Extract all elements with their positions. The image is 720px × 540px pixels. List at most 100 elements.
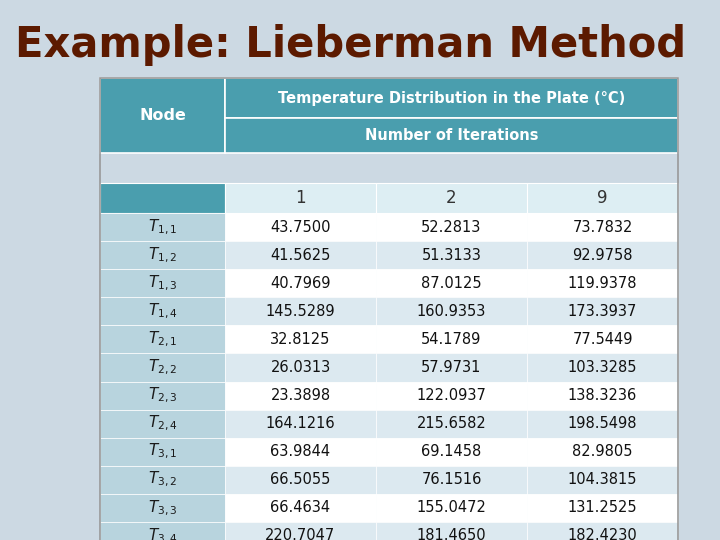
Bar: [0, 157, 720, 162]
Bar: [0, 308, 720, 313]
Bar: [0, 221, 720, 227]
Bar: [0, 38, 720, 43]
Bar: [225, 353, 376, 381]
Bar: [0, 76, 720, 81]
Text: 82.9805: 82.9805: [572, 444, 633, 459]
Bar: [100, 213, 225, 241]
Bar: [0, 243, 720, 248]
Bar: [0, 383, 720, 389]
Bar: [0, 448, 720, 454]
Bar: [527, 409, 678, 437]
Text: 92.9758: 92.9758: [572, 248, 633, 262]
Bar: [0, 486, 720, 491]
Bar: [0, 135, 720, 140]
Text: $T_{3,1}$: $T_{3,1}$: [148, 442, 177, 461]
Bar: [376, 494, 527, 522]
Text: 23.3898: 23.3898: [271, 388, 330, 403]
Text: 145.5289: 145.5289: [266, 304, 336, 319]
Bar: [0, 178, 720, 184]
Bar: [0, 373, 720, 378]
Bar: [0, 437, 720, 443]
Bar: [100, 522, 225, 540]
Bar: [0, 162, 720, 167]
Bar: [0, 529, 720, 535]
Bar: [0, 43, 720, 49]
Bar: [0, 259, 720, 265]
Bar: [0, 27, 720, 32]
Bar: [100, 325, 225, 353]
Bar: [0, 65, 720, 70]
Bar: [0, 0, 720, 5]
Bar: [225, 465, 376, 494]
Text: 9: 9: [598, 189, 608, 207]
Bar: [0, 189, 720, 194]
Bar: [527, 297, 678, 325]
Bar: [0, 362, 720, 367]
Bar: [0, 378, 720, 383]
Bar: [225, 494, 376, 522]
Text: 32.8125: 32.8125: [270, 332, 330, 347]
Bar: [527, 213, 678, 241]
Text: $T_{2,2}$: $T_{2,2}$: [148, 358, 177, 377]
Bar: [0, 270, 720, 275]
Bar: [376, 409, 527, 437]
Text: $T_{1,3}$: $T_{1,3}$: [148, 274, 177, 293]
Text: 66.4634: 66.4634: [271, 501, 330, 515]
Text: 87.0125: 87.0125: [421, 276, 482, 291]
Bar: [0, 97, 720, 103]
Bar: [0, 86, 720, 92]
Bar: [0, 324, 720, 329]
Text: $T_{3,2}$: $T_{3,2}$: [148, 470, 177, 489]
Bar: [0, 275, 720, 281]
Bar: [0, 491, 720, 497]
Bar: [0, 265, 720, 270]
Text: $T_{1,2}$: $T_{1,2}$: [148, 246, 177, 265]
Bar: [225, 78, 678, 118]
Bar: [0, 216, 720, 221]
Bar: [0, 173, 720, 178]
Bar: [376, 465, 527, 494]
Bar: [0, 22, 720, 27]
Bar: [225, 213, 376, 241]
Text: 164.1216: 164.1216: [266, 416, 336, 431]
Bar: [225, 522, 376, 540]
Text: 104.3815: 104.3815: [568, 472, 637, 487]
Bar: [100, 78, 225, 153]
Text: 63.9844: 63.9844: [271, 444, 330, 459]
Bar: [376, 437, 527, 465]
Bar: [0, 227, 720, 232]
Bar: [0, 286, 720, 292]
Bar: [225, 183, 376, 213]
Text: 51.3133: 51.3133: [422, 248, 482, 262]
Bar: [376, 522, 527, 540]
Text: $T_{2,3}$: $T_{2,3}$: [148, 386, 177, 405]
Bar: [100, 494, 225, 522]
Bar: [100, 241, 225, 269]
Bar: [0, 11, 720, 16]
Bar: [0, 319, 720, 324]
Text: 182.4230: 182.4230: [567, 529, 637, 540]
Bar: [376, 269, 527, 297]
Bar: [0, 54, 720, 59]
Bar: [376, 241, 527, 269]
Bar: [527, 465, 678, 494]
Bar: [0, 410, 720, 416]
Text: 131.2525: 131.2525: [567, 501, 637, 515]
Bar: [0, 205, 720, 211]
Bar: [0, 427, 720, 432]
Bar: [0, 454, 720, 459]
Bar: [0, 140, 720, 146]
Bar: [225, 241, 376, 269]
Bar: [100, 297, 225, 325]
Text: $T_{1,1}$: $T_{1,1}$: [148, 218, 177, 237]
Bar: [0, 340, 720, 346]
Bar: [225, 409, 376, 437]
Bar: [0, 351, 720, 356]
Bar: [376, 183, 527, 213]
Bar: [100, 381, 225, 409]
Text: $T_{2,4}$: $T_{2,4}$: [148, 414, 177, 433]
Bar: [0, 16, 720, 22]
Bar: [527, 353, 678, 381]
Bar: [225, 325, 376, 353]
Bar: [0, 113, 720, 119]
